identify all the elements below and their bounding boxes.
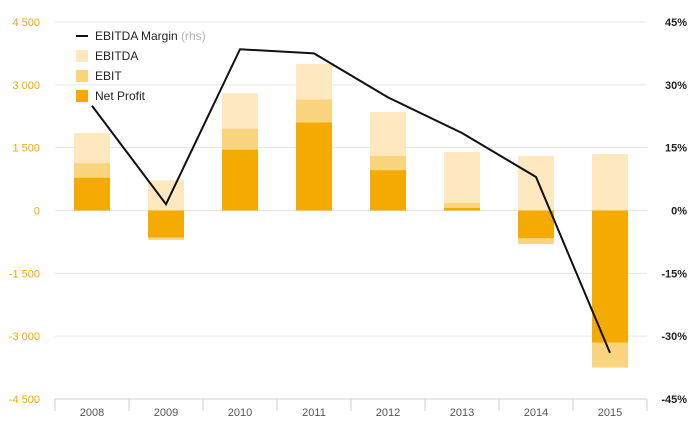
y-tick-label: -3 000 bbox=[9, 331, 40, 343]
legend-label-rhs-note: (rhs) bbox=[181, 29, 206, 43]
x-tick-label: 2012 bbox=[376, 407, 400, 419]
ebitda-margin-line bbox=[91, 48, 611, 354]
y2-tick-label: 0% bbox=[671, 206, 687, 218]
gridlines bbox=[55, 21, 647, 337]
bars bbox=[74, 63, 628, 368]
x-tick-label: 2011 bbox=[302, 407, 326, 419]
axes: 4 500 3 000 1 500 0 -1 500 -3 000 -4 500 45% 30%… bbox=[9, 17, 687, 419]
legend-label-ebit: EBIT bbox=[95, 69, 122, 83]
ebitda-bar bbox=[518, 156, 554, 211]
y2-tick-label: -30% bbox=[661, 331, 687, 343]
net-profit-bar bbox=[148, 210, 184, 238]
y-tick-label: 1 500 bbox=[12, 143, 40, 155]
y-tick-label: -4 500 bbox=[9, 394, 40, 406]
net-profit-bar bbox=[370, 170, 406, 211]
y2-tick-label: 15% bbox=[665, 143, 687, 155]
ebit-bar bbox=[444, 202, 480, 211]
legend-swatch-ebitda bbox=[76, 50, 88, 62]
legend-label-ebitda: EBITDA bbox=[95, 49, 138, 63]
net-profit-bar bbox=[222, 149, 258, 211]
y2-tick-label: -45% bbox=[661, 394, 687, 406]
margin-line bbox=[91, 48, 611, 354]
ebitda-bar bbox=[148, 180, 184, 211]
net-profit-bar bbox=[518, 210, 554, 239]
y-tick-label: 3 000 bbox=[12, 80, 40, 92]
net-profit-bar bbox=[74, 177, 110, 211]
legend-label-net-profit: Net Profit bbox=[95, 89, 146, 103]
legend-swatch-ebit bbox=[76, 70, 88, 82]
x-tick-label: 2010 bbox=[228, 407, 252, 419]
y-tick-label: -1 500 bbox=[9, 268, 40, 280]
x-tick-label: 2009 bbox=[154, 407, 178, 419]
y2-tick-label: 45% bbox=[665, 17, 687, 29]
net-profit-bar bbox=[592, 210, 628, 343]
ebitda-bar bbox=[592, 153, 628, 211]
net-profit-bar bbox=[296, 122, 332, 211]
legend-label-ebitda-margin: EBITDA Margin (rhs) bbox=[95, 29, 206, 43]
ebitda-bar bbox=[444, 151, 480, 211]
x-tick-label: 2015 bbox=[598, 407, 622, 419]
y-tick-label: 0 bbox=[34, 206, 40, 218]
legend-swatch-net-profit bbox=[76, 90, 88, 102]
legend: EBITDA Margin (rhs) EBITDA EBIT Net Profit bbox=[76, 29, 206, 103]
x-tick-label: 2008 bbox=[80, 407, 104, 419]
y-tick-label: 4 500 bbox=[12, 17, 40, 29]
y2-tick-label: -15% bbox=[661, 268, 687, 280]
x-tick-label: 2014 bbox=[524, 407, 548, 419]
x-tick-label: 2013 bbox=[450, 407, 474, 419]
y2-tick-label: 30% bbox=[665, 80, 687, 92]
net-profit-bar bbox=[444, 207, 480, 211]
